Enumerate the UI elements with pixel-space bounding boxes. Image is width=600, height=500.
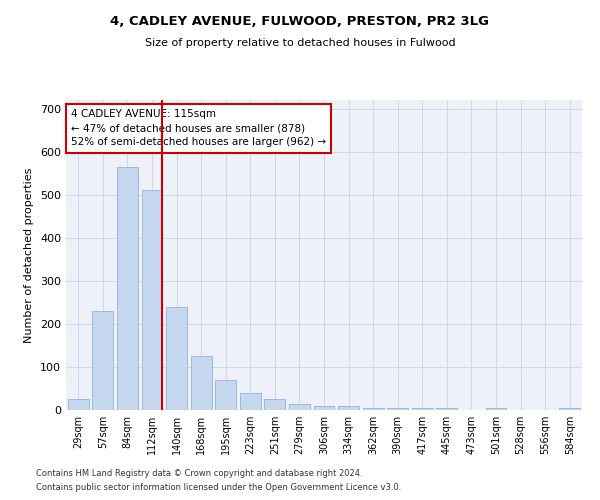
Bar — [338, 406, 359, 410]
Y-axis label: Number of detached properties: Number of detached properties — [25, 168, 34, 342]
Bar — [387, 408, 408, 410]
Bar — [436, 408, 457, 410]
Bar — [265, 399, 286, 410]
Bar — [314, 406, 334, 410]
Text: Size of property relative to detached houses in Fulwood: Size of property relative to detached ho… — [145, 38, 455, 48]
Bar — [68, 399, 89, 410]
Text: Contains HM Land Registry data © Crown copyright and database right 2024.: Contains HM Land Registry data © Crown c… — [36, 468, 362, 477]
Text: 4 CADLEY AVENUE: 115sqm
← 47% of detached houses are smaller (878)
52% of semi-d: 4 CADLEY AVENUE: 115sqm ← 47% of detache… — [71, 110, 326, 148]
Text: 4, CADLEY AVENUE, FULWOOD, PRESTON, PR2 3LG: 4, CADLEY AVENUE, FULWOOD, PRESTON, PR2 … — [110, 15, 490, 28]
Bar — [485, 408, 506, 410]
Bar — [289, 404, 310, 410]
Bar — [117, 166, 138, 410]
Text: Contains public sector information licensed under the Open Government Licence v3: Contains public sector information licen… — [36, 484, 401, 492]
Bar — [215, 380, 236, 410]
Bar — [559, 408, 580, 410]
Bar — [362, 408, 383, 410]
Bar — [142, 190, 163, 410]
Bar — [412, 408, 433, 410]
Bar — [92, 311, 113, 410]
Bar — [166, 306, 187, 410]
Bar — [240, 393, 261, 410]
Bar — [191, 356, 212, 410]
